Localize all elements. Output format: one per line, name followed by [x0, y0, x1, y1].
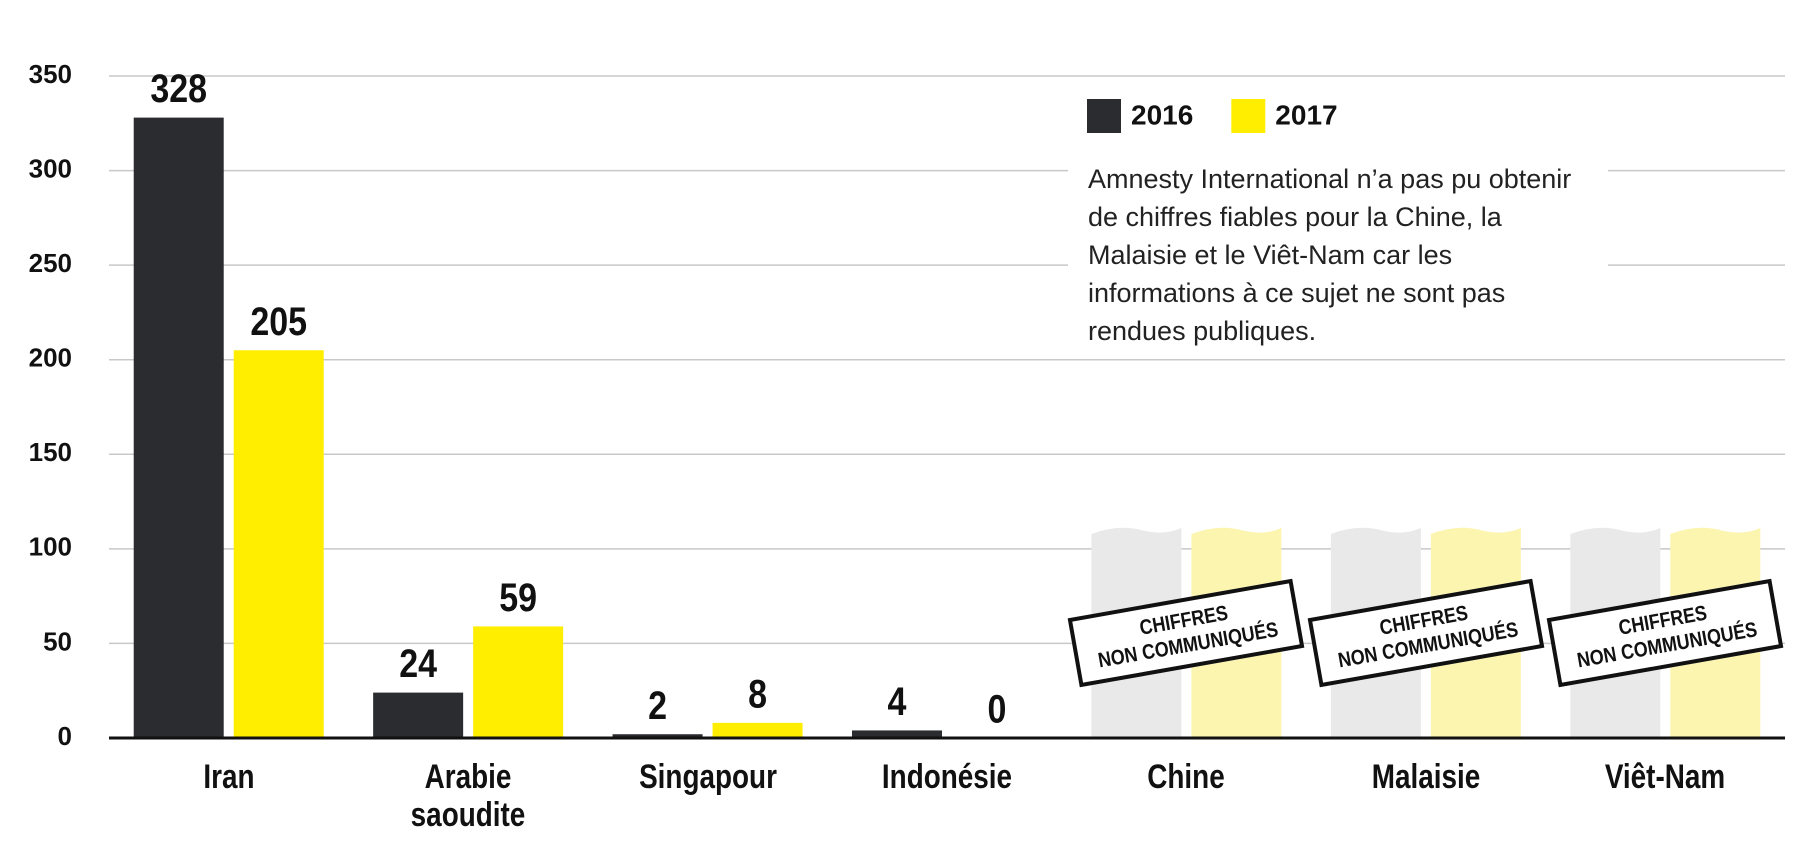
y-tick-label: 0 [58, 721, 72, 751]
x-tick-label: Malaisie [1371, 758, 1481, 796]
x-tick-label: Indonésie [881, 758, 1013, 796]
y-tick-label: 200 [29, 343, 72, 373]
y-tick-label: 250 [29, 248, 72, 278]
value-label: 8 [748, 671, 767, 716]
x-tick-label: Chine [1147, 758, 1226, 796]
x-tick-label: Arabie saoudite [410, 758, 526, 834]
value-label: 59 [499, 574, 537, 619]
legend-label: 2016 [1131, 99, 1193, 130]
value-label: 0 [988, 686, 1007, 731]
bar [852, 730, 942, 738]
bar [233, 350, 324, 738]
bar [712, 722, 803, 738]
value-label: 24 [399, 641, 437, 686]
value-label: 328 [150, 66, 207, 111]
legend-swatch [1087, 99, 1121, 133]
value-label: 205 [250, 298, 307, 343]
y-tick-label: 100 [29, 532, 72, 562]
note: Amnesty International n’a pas pu obtenir… [1068, 160, 1608, 350]
bar [612, 734, 703, 738]
bar [373, 692, 464, 738]
legend-swatch [1231, 99, 1266, 133]
bar [473, 626, 564, 738]
bar [133, 117, 224, 738]
x-tick-label: Viêt-Nam [1605, 758, 1726, 796]
x-tick-label: Singapour [638, 758, 777, 796]
legend-label: 2017 [1275, 99, 1337, 130]
y-tick-label: 300 [29, 153, 72, 183]
value-label: 2 [648, 682, 667, 727]
y-tick-label: 50 [43, 626, 72, 656]
y-tick-label: 150 [29, 437, 72, 467]
x-tick-label: Iran [203, 758, 255, 796]
y-tick-label: 350 [29, 59, 72, 89]
value-label: 4 [888, 678, 907, 723]
